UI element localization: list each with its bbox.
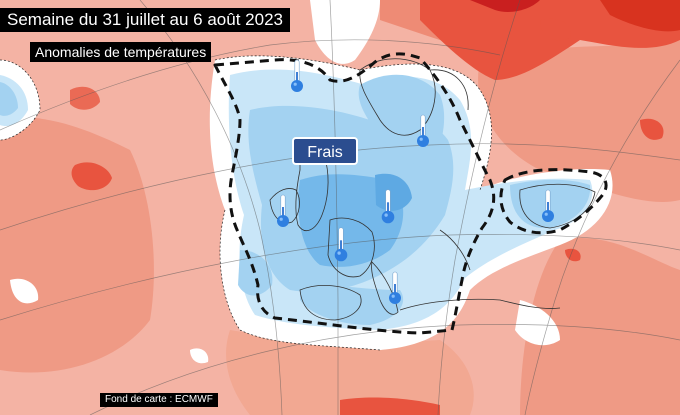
map-credit: Fond de carte : ECMWF bbox=[100, 393, 218, 407]
frais-zone-badge: Frais bbox=[292, 137, 358, 165]
strong-warm-zones bbox=[70, 0, 680, 415]
map-subtitle: Anomalies de températures bbox=[30, 42, 212, 62]
anomaly-contours bbox=[0, 55, 492, 351]
cool-region-outline bbox=[213, 52, 608, 335]
map-title: Semaine du 31 juillet au 6 août 2023 bbox=[0, 8, 290, 32]
